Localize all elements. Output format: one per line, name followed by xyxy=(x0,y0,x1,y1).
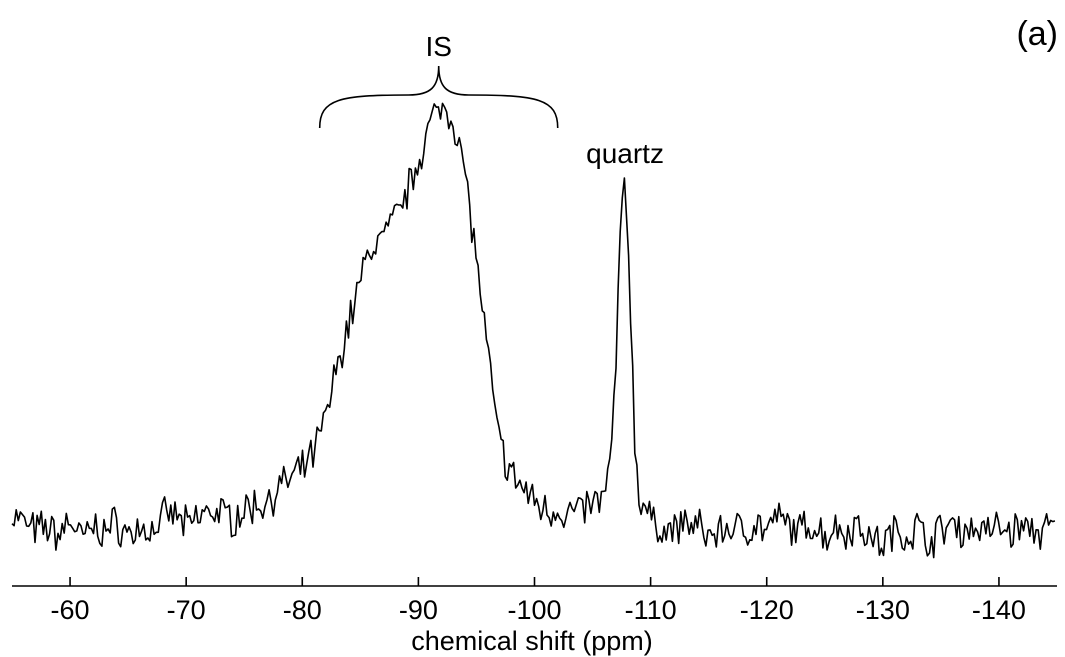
x-axis-title: chemical shift (ppm) xyxy=(411,626,653,656)
x-tick-label: -70 xyxy=(167,595,206,625)
x-tick-label: -90 xyxy=(399,595,438,625)
panel-label: (a) xyxy=(1016,15,1058,53)
x-tick-label: -100 xyxy=(507,595,561,625)
x-tick-label: -80 xyxy=(283,595,322,625)
x-tick-label: -60 xyxy=(51,595,90,625)
x-tick-label: -120 xyxy=(740,595,794,625)
quartz-label: quartz xyxy=(586,138,664,169)
x-tick-label: -130 xyxy=(856,595,910,625)
x-axis-ticks: -60 -70 -80 -90 -100 -110 -120 -130 -140 xyxy=(51,577,1026,625)
is-label: IS xyxy=(425,31,451,62)
x-tick-label: -140 xyxy=(972,595,1026,625)
x-tick-label: -110 xyxy=(625,595,677,625)
is-brace xyxy=(318,65,559,129)
spectrum-traces xyxy=(11,102,1056,559)
peak-annotations: IS quartz xyxy=(318,31,664,169)
spectrum-line xyxy=(11,102,1056,559)
